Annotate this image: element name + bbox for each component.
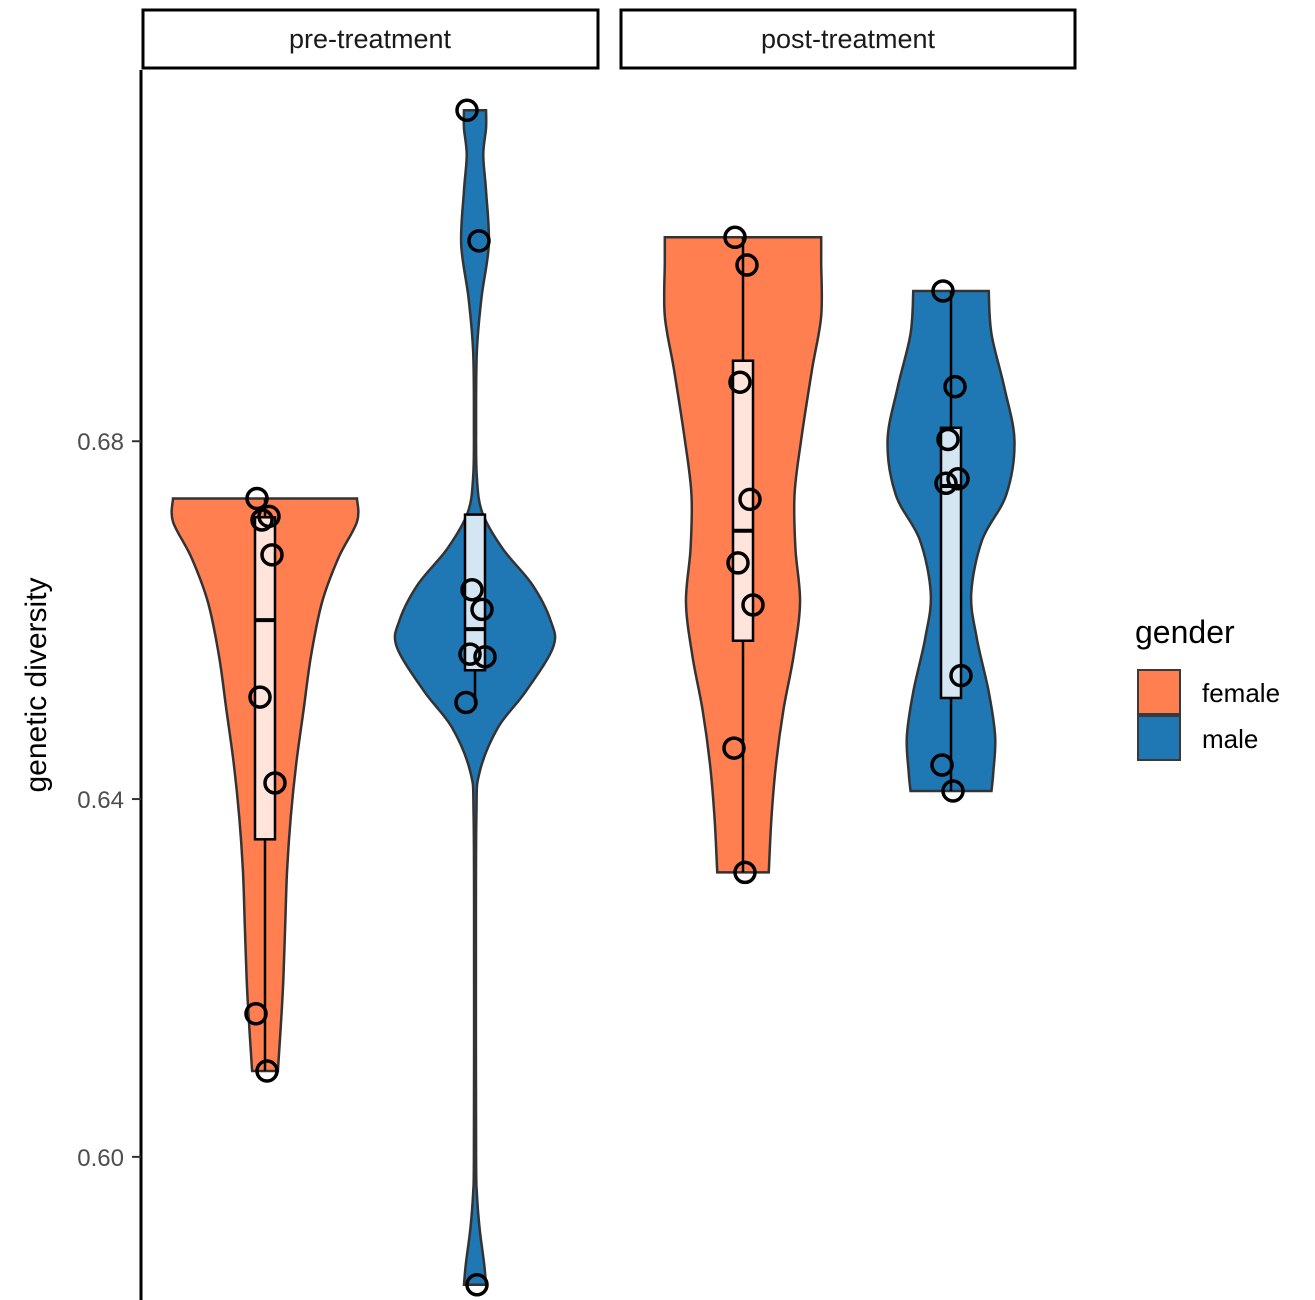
data-point [934,471,958,496]
data-point [741,593,765,617]
y-tick-label: 0.68 [77,429,124,456]
box [731,359,755,642]
data-point [465,1273,489,1297]
data-point [473,645,497,669]
data-point [255,1059,279,1083]
box [253,516,277,841]
data-point [245,486,269,511]
data-point [936,427,960,452]
data-point [722,736,746,760]
group-post-treatment-male [886,279,1016,803]
legend-key-male [1137,715,1181,761]
data-point [738,487,762,512]
violin-groups [170,98,1016,1297]
box [939,426,963,700]
legend-title: gender [1135,614,1235,650]
data-point [250,508,274,532]
group-pre-treatment-male [393,98,557,1297]
data-point [454,690,478,715]
y-axis-title: genetic diversity [20,577,53,792]
data-point [941,779,965,803]
data-point [458,642,482,666]
group-pre-treatment-female [170,486,360,1083]
data-point [930,753,954,777]
legend-key-female [1137,669,1181,715]
data-point [733,860,757,885]
data-point [723,225,747,250]
data-point [244,1001,268,1026]
data-point [943,374,967,399]
facet-strip-post-treatment: post-treatment [619,8,1077,70]
facet-strip-pre-treatment: pre-treatment [141,8,600,70]
data-point [470,597,494,622]
data-point [460,577,484,602]
y-axis-ticks: 0.60 0.64 0.68 [77,429,141,1172]
data-point [467,229,491,253]
data-point [260,543,284,567]
data-point [726,551,750,575]
data-point [248,685,272,709]
y-tick-label: 0.60 [77,1145,124,1172]
legend-label-female: female [1202,678,1280,708]
legend: gender female male [1135,614,1280,761]
group-post-treatment-female [662,225,824,885]
data-point [728,370,752,394]
y-tick-label: 0.64 [77,787,124,814]
data-point [263,771,287,795]
data-point [946,467,970,491]
data-point [735,253,759,277]
facet-label-pre-treatment: pre-treatment [289,24,452,54]
legend-label-male: male [1202,724,1258,754]
data-point [455,98,479,123]
data-point [949,663,973,688]
box [463,513,487,672]
data-point [931,279,955,303]
facet-label-post-treatment: post-treatment [761,24,936,54]
